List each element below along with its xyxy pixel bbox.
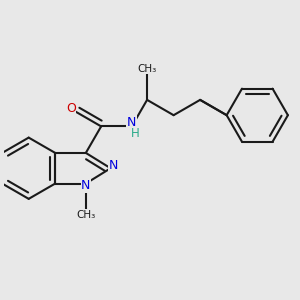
Text: H: H bbox=[131, 127, 140, 140]
Text: CH₃: CH₃ bbox=[77, 210, 96, 220]
Text: N: N bbox=[127, 116, 136, 129]
Text: O: O bbox=[66, 102, 76, 115]
Text: CH₃: CH₃ bbox=[137, 64, 157, 74]
Text: N: N bbox=[109, 159, 118, 172]
Text: N: N bbox=[81, 179, 91, 192]
